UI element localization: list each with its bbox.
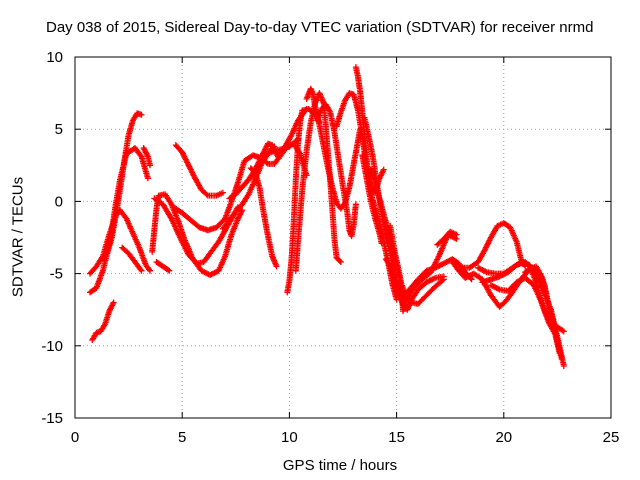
series-arc-15 <box>247 165 280 270</box>
chart-title: Day 038 of 2015, Sidereal Day-to-day VTE… <box>46 19 594 36</box>
x-tick-label: 25 <box>603 429 620 446</box>
series-arc-33 <box>522 264 565 362</box>
series-marker-path <box>359 152 385 247</box>
y-tick-label: -5 <box>50 266 63 283</box>
y-tick-label: -10 <box>41 338 63 355</box>
series-marker-path <box>457 220 529 271</box>
series-marker-path <box>153 259 173 274</box>
series-arc-10 <box>172 142 226 199</box>
series-arc-27 <box>434 228 460 248</box>
series-arc-5 <box>119 244 145 274</box>
series-marker-path <box>387 222 460 315</box>
series-arc-19 <box>314 101 359 240</box>
series-arc-2 <box>87 207 153 277</box>
y-tick-label: 0 <box>55 193 63 210</box>
x-axis-label: GPS time / hours <box>282 457 398 474</box>
series-arc-16 <box>284 106 323 296</box>
series-marker-path <box>314 101 359 240</box>
series-marker-path <box>172 142 226 199</box>
series-marker-path <box>247 165 280 270</box>
series-arc-28 <box>457 220 529 271</box>
axis-ticks: 0 5 10 15 20 25 -15 -10 -5 0 5 10 <box>41 49 619 446</box>
series-arc-26 <box>387 222 460 315</box>
series-arc-3 <box>89 299 117 343</box>
series-marker-path <box>99 110 145 263</box>
series-marker-path <box>140 145 153 169</box>
series-marker-path <box>434 228 460 248</box>
plot-frame <box>74 56 612 419</box>
x-tick-label: 5 <box>178 429 186 446</box>
series-arc-9 <box>153 259 173 274</box>
series-marker-path <box>284 106 323 296</box>
series-marker-path <box>522 264 565 362</box>
y-tick-label: 5 <box>55 121 63 138</box>
series-arc-6 <box>140 145 153 169</box>
data-marks <box>87 64 567 369</box>
y-tick-label: 10 <box>46 49 63 66</box>
series-marker-path <box>89 299 117 343</box>
x-tick-label: 0 <box>71 429 79 446</box>
y-tick-label: -15 <box>41 410 63 427</box>
series-marker-path <box>87 207 153 277</box>
series-arc-4 <box>99 110 145 263</box>
series-marker-path <box>119 244 145 274</box>
x-tick-label: 15 <box>388 429 405 446</box>
x-tick-label: 20 <box>495 429 512 446</box>
x-tick-label: 10 <box>281 429 298 446</box>
plot-border <box>74 56 612 419</box>
series-arc-22 <box>359 152 385 247</box>
